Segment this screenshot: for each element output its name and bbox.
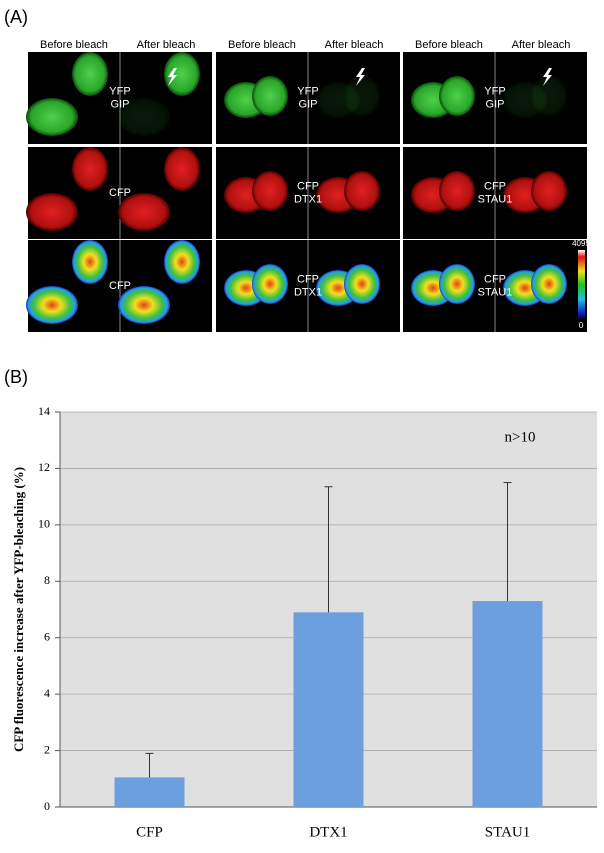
cell-blob (344, 264, 380, 304)
y-tick-label: 14 (38, 404, 50, 418)
channel-label: STAU1 (478, 286, 513, 298)
bleach-icon (543, 68, 552, 86)
column-header: After bleach (512, 39, 571, 51)
channel-label: STAU1 (478, 193, 513, 205)
image-panel: Before bleach After bleachYFPGIPCFPCFPBef… (26, 39, 590, 332)
channel-label: YFP (484, 85, 505, 97)
colorbar-label: 0 (579, 321, 584, 330)
channel-label: CFP (297, 180, 319, 192)
cell-blob (26, 193, 78, 231)
bar (114, 777, 185, 807)
channel-label: CFP (109, 187, 131, 199)
column-header: After bleach (137, 39, 196, 51)
channel-label: CFP (109, 280, 131, 292)
cell-blob (118, 98, 170, 136)
cell-blob (118, 193, 170, 231)
channel-label: YFP (109, 85, 130, 97)
channel-label: YFP (297, 85, 318, 97)
cell-blob (344, 76, 380, 116)
cell-blob (531, 76, 567, 116)
x-tick-label: STAU1 (485, 824, 530, 840)
channel-label: CFP (484, 180, 506, 192)
colorbar (578, 250, 585, 320)
bleach-icon (168, 68, 177, 86)
cell-blob (252, 171, 288, 211)
y-tick-label: 10 (38, 517, 50, 531)
y-tick-label: 0 (44, 799, 50, 813)
cell-blob (72, 240, 108, 284)
channel-label: DTX1 (294, 286, 322, 298)
cell-blob (252, 264, 288, 304)
y-tick-label: 6 (44, 629, 50, 643)
y-tick-label: 4 (44, 686, 50, 700)
cell-blob (164, 52, 200, 96)
channel-label: GIP (486, 98, 505, 110)
column-header: After bleach (325, 39, 384, 51)
cell-blob (118, 286, 170, 324)
cell-blob (439, 171, 475, 211)
y-axis-label: CFP fluorescence increase after YFP-blea… (11, 467, 26, 752)
cell-blob (26, 286, 78, 324)
colorbar-label: 4095 (572, 239, 590, 248)
cell-blob (164, 240, 200, 284)
bar (293, 612, 364, 807)
column-header: Before bleach (228, 39, 296, 51)
cell-blob (72, 147, 108, 191)
channel-label: GIP (299, 98, 318, 110)
panel-label: (B) (4, 367, 28, 387)
bar-chart: 0 2 4 6 8 10 12 14 CFP DTX1 STAU1 n>10 CFP fluoresce… (11, 404, 597, 840)
cell-blob (252, 76, 288, 116)
cell-blob (26, 98, 78, 136)
channel-label: GIP (111, 98, 130, 110)
column-header: Before bleach (40, 39, 108, 51)
channel-label: DTX1 (294, 193, 322, 205)
channel-label: CFP (484, 273, 506, 285)
panel-label: (A) (4, 7, 28, 27)
y-tick-label: 8 (44, 573, 50, 587)
cell-blob (531, 171, 567, 211)
x-tick-label: DTX1 (309, 824, 347, 840)
y-tick-label: 12 (38, 460, 50, 474)
cell-blob (72, 52, 108, 96)
cell-blob (344, 171, 380, 211)
cell-blob (439, 264, 475, 304)
cell-blob (164, 147, 200, 191)
cell-blob (531, 264, 567, 304)
y-tick-label: 2 (44, 742, 50, 756)
bar (472, 601, 543, 807)
x-tick-label: CFP (136, 824, 163, 840)
channel-label: CFP (297, 273, 319, 285)
annotation: n>10 (505, 429, 536, 445)
bleach-icon (356, 68, 365, 86)
column-header: Before bleach (415, 39, 483, 51)
cell-blob (439, 76, 475, 116)
